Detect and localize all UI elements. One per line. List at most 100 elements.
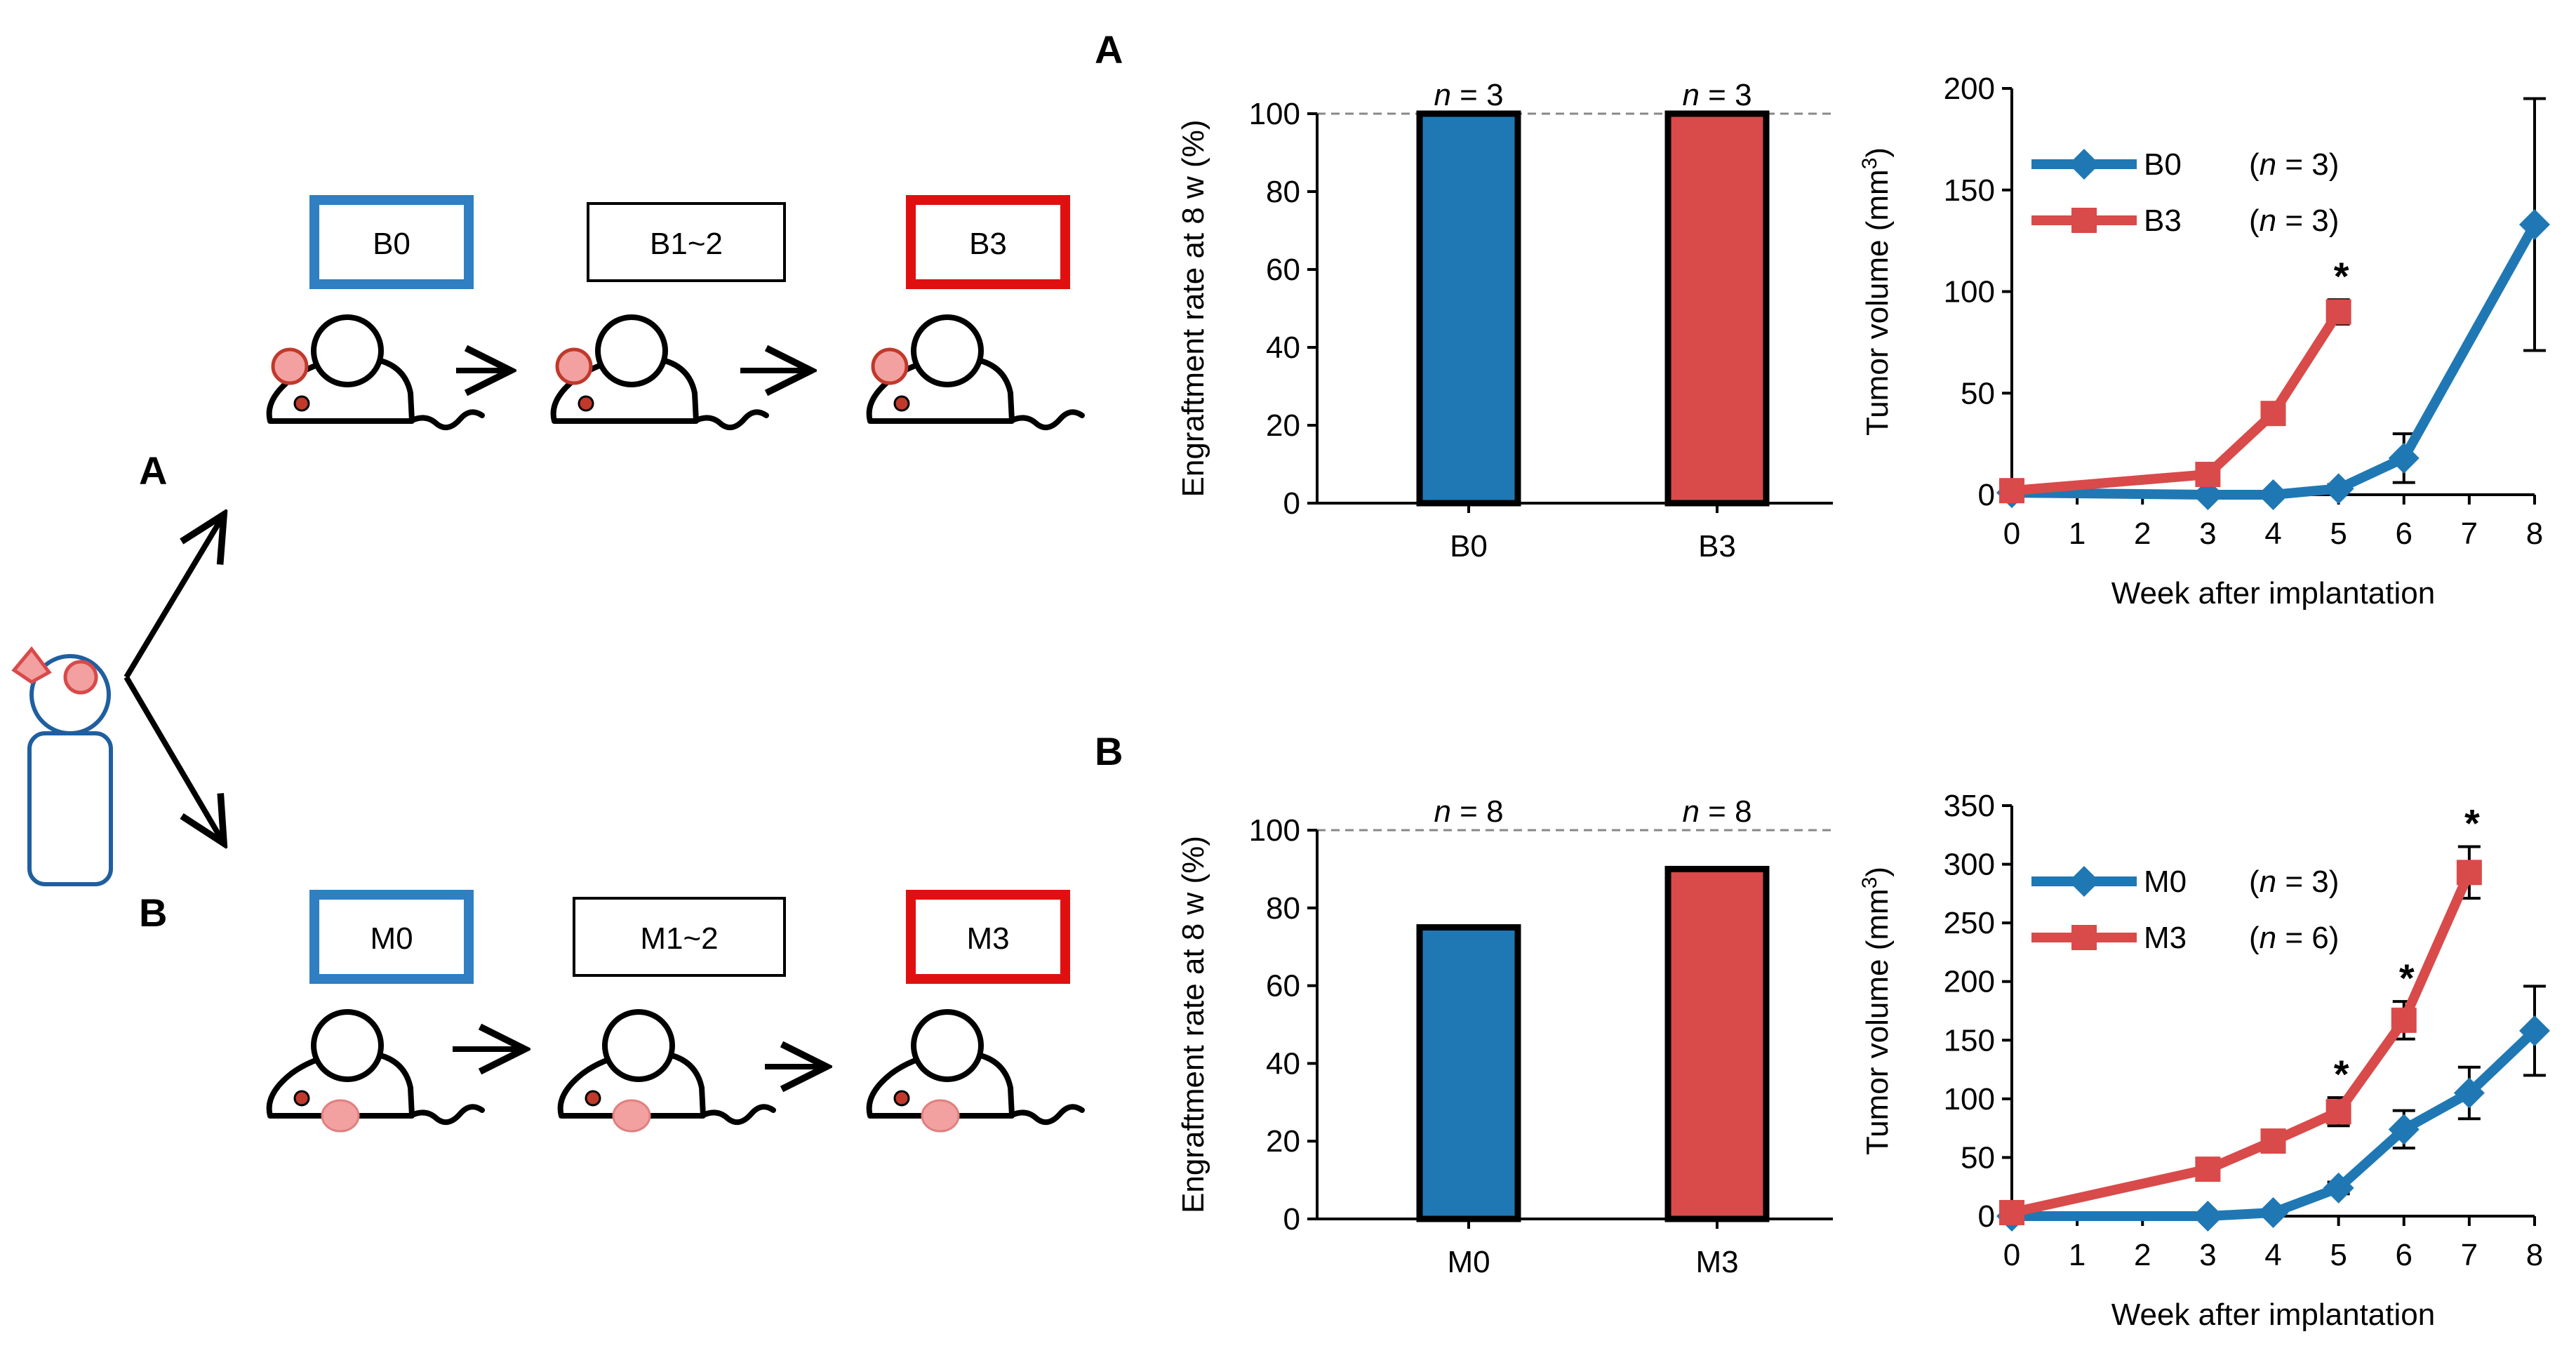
box-m3: [906, 890, 1070, 984]
n-label: n = 8: [1682, 794, 1751, 829]
legend-marker: [2071, 925, 2097, 950]
y-axis-label-text: Tumor volume (mm: [1860, 169, 1895, 436]
point-m3: [2260, 1128, 2286, 1154]
point-b3: [1999, 478, 2024, 504]
y-tick-label: 150: [1944, 1023, 1995, 1058]
y-tick-label: 20: [1266, 1124, 1300, 1159]
n-label: n = 3: [1434, 78, 1503, 112]
legend-series-name: M3: [2144, 921, 2187, 955]
y-tick-label: 0: [1283, 486, 1300, 521]
y-axis-label: Tumor volume (mm3): [1858, 147, 1895, 436]
legend-marker: [2069, 866, 2100, 897]
point-m3: [2391, 1007, 2417, 1033]
box-m0-label: M0: [370, 921, 413, 956]
point-b0: [2323, 473, 2354, 505]
bar-m0: [1416, 924, 1521, 1222]
point-m0: [2519, 1015, 2550, 1046]
bar-chart-a: 0 20 40 60 80 100 Engraftment rate at 8 w (%) B…: [1176, 78, 1833, 564]
x-tick-label: 7: [2461, 516, 2478, 551]
x-tick-label: 4: [2264, 516, 2281, 551]
n-value: = 3: [1700, 78, 1752, 112]
point-m3: [2456, 860, 2482, 886]
x-tick-label: B0: [1450, 529, 1488, 564]
y-tick-label: 200: [1944, 72, 1995, 106]
x-tick-label: 8: [2526, 516, 2543, 551]
bar-b3: [1664, 110, 1770, 507]
legend-series-name: M0: [2144, 865, 2187, 899]
significance-star: *: [2464, 801, 2480, 846]
box-m1-2-label: M1~2: [640, 921, 718, 956]
n-symbol: n: [1434, 794, 1450, 829]
box-m3-label: M3: [966, 921, 1009, 956]
n-value: = 3): [2276, 147, 2339, 182]
box-m1-2: [573, 897, 786, 977]
n-value: = 3: [1451, 78, 1504, 112]
point-b0: [2519, 208, 2550, 240]
x-tick-label: 2: [2134, 516, 2151, 551]
series-line-m3: [2010, 870, 2474, 1218]
point-b0: [2388, 442, 2420, 474]
panel-label-b: B: [1095, 729, 1123, 773]
mouse-icon: [554, 317, 766, 427]
y-tick-label: 100: [1249, 97, 1300, 131]
y-tick-label: 350: [1944, 789, 1995, 823]
box-b0: [309, 195, 474, 289]
x-axis-label: Week after implantation: [2111, 576, 2435, 611]
y-tick-label: 100: [1249, 813, 1300, 848]
arrow-to-row-b: [124, 675, 221, 839]
panel-label-a: A: [1095, 27, 1123, 72]
x-tick-label: 5: [2330, 1238, 2347, 1272]
y-tick-label: 200: [1944, 965, 1995, 999]
n-value: = 8: [1451, 794, 1504, 829]
x-axis-label: Week after implantation: [2111, 1298, 2435, 1332]
point-m3: [1999, 1199, 2024, 1225]
n-symbol: n: [1434, 78, 1450, 112]
legend-n-label: (n = 3): [2249, 204, 2339, 238]
y-tick-label: 150: [1944, 173, 1995, 208]
point-m0: [2453, 1077, 2485, 1109]
point-m0: [2323, 1172, 2354, 1203]
point-b3: [2195, 462, 2221, 488]
x-tick-label: 6: [2396, 516, 2413, 551]
x-tick-label: 0: [2003, 1238, 2020, 1272]
legend-marker: [2069, 149, 2100, 180]
y-tick-label: 50: [1961, 1140, 1995, 1175]
n-symbol: n: [2260, 204, 2276, 238]
y-axis-label-sup: 3: [1858, 877, 1881, 889]
n-symbol: n: [2260, 147, 2276, 182]
patient-icon: [11, 646, 113, 886]
x-tick-label: 8: [2526, 1238, 2543, 1272]
n-symbol: n: [1682, 78, 1699, 112]
y-tick-label: 300: [1944, 848, 1995, 882]
line-chart-b: 0 50 100 150 200 250 300 350 0 1 2 3 4 5 6 7 8 Week after…: [1858, 789, 2550, 1332]
y-tick-label: 60: [1266, 969, 1300, 1003]
bar-m3: [1664, 865, 1770, 1222]
legend-n-label: (n = 3): [2249, 147, 2339, 182]
y-tick-label: 0: [1283, 1202, 1300, 1236]
y-tick-label: 80: [1266, 891, 1300, 926]
legend-series-name: B0: [2144, 147, 2182, 182]
point-m0: [2388, 1114, 2420, 1145]
y-tick-label: 100: [1944, 275, 1995, 309]
n-symbol: n: [2260, 921, 2276, 955]
legend-series-name: B3: [2144, 204, 2182, 238]
point-m0: [2257, 1196, 2289, 1228]
schematic-label-a: A: [139, 448, 167, 493]
box-b0-label: B0: [373, 227, 411, 261]
mouse-icon: [269, 317, 482, 427]
x-tick-label: M3: [1695, 1245, 1738, 1279]
y-tick-label: 100: [1944, 1082, 1995, 1116]
y-tick-label: 50: [1961, 376, 1995, 411]
y-tick-label: 0: [1978, 1199, 1995, 1234]
n-label: n = 8: [1434, 794, 1503, 829]
series-line-b3: [2011, 309, 2343, 496]
legend-marker: [2071, 208, 2097, 233]
x-tick-label: 7: [2461, 1238, 2478, 1272]
point-m3: [2195, 1156, 2221, 1182]
x-tick-label: 1: [2069, 1238, 2086, 1272]
box-b1-2-label: B1~2: [650, 227, 723, 261]
point-b3: [2325, 299, 2351, 325]
n-open: (: [2249, 865, 2260, 899]
n-symbol: n: [2260, 865, 2276, 899]
mouse-icon: [561, 1012, 773, 1133]
